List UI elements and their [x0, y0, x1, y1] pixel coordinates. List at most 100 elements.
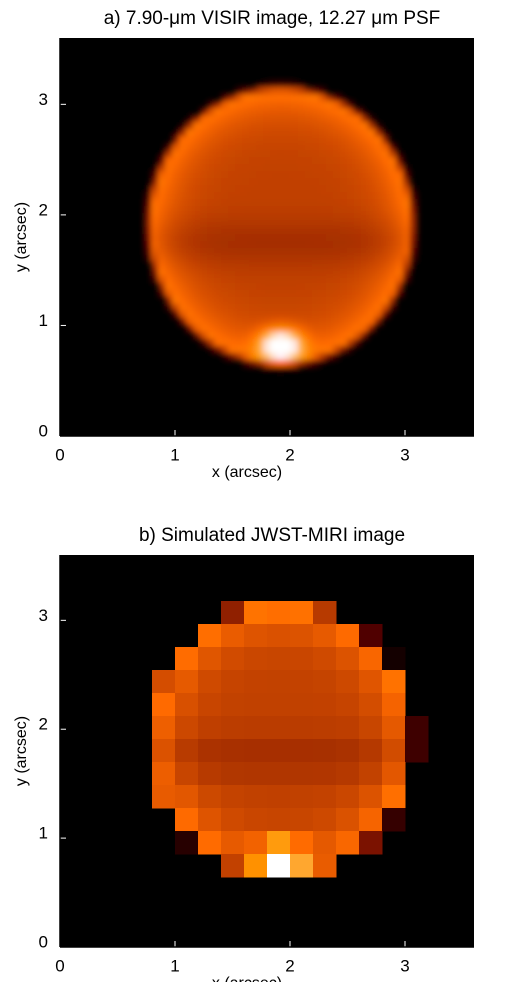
- pixel: [382, 136, 390, 144]
- pixel: [207, 192, 215, 200]
- pixel: [244, 785, 268, 809]
- pixel: [284, 101, 292, 109]
- pixel: [326, 325, 334, 333]
- pixel: [319, 311, 327, 319]
- pixel: [340, 115, 348, 123]
- pixel: [290, 854, 314, 878]
- pixel: [207, 346, 215, 354]
- pixel: [361, 115, 369, 123]
- pixel: [256, 143, 264, 151]
- pixel: [200, 171, 208, 179]
- pixel: [270, 220, 278, 228]
- pixel: [277, 213, 285, 221]
- pixel: [151, 262, 159, 270]
- pixel: [389, 150, 397, 158]
- pixel: [207, 297, 215, 305]
- pixel: [333, 129, 341, 137]
- pixel: [200, 115, 208, 123]
- pixel: [305, 157, 313, 165]
- pixel: [242, 115, 250, 123]
- pixel: [319, 227, 327, 235]
- pixel: [263, 87, 271, 95]
- pixel: [403, 241, 411, 249]
- pixel: [228, 318, 236, 326]
- pixel: [277, 192, 285, 200]
- pixel: [235, 87, 243, 95]
- pixel: [389, 241, 397, 249]
- pixel: [214, 101, 222, 109]
- pixel: [312, 220, 320, 228]
- pixel: [214, 129, 222, 137]
- pixel: [340, 192, 348, 200]
- pixel: [354, 185, 362, 193]
- pixel: [200, 255, 208, 263]
- pixel: [172, 220, 180, 228]
- pixel: [403, 178, 411, 186]
- pixel: [249, 332, 257, 340]
- pixel: [263, 318, 271, 326]
- pixel: [172, 283, 180, 291]
- pixel: [375, 276, 383, 284]
- pixel: [214, 220, 222, 228]
- pixel: [186, 283, 194, 291]
- pixel: [298, 115, 306, 123]
- pixel: [333, 227, 341, 235]
- pixel: [284, 143, 292, 151]
- pixel: [270, 122, 278, 130]
- pixel: [235, 101, 243, 109]
- pixel: [410, 262, 418, 270]
- pixel: [214, 178, 222, 186]
- pixel: [228, 227, 236, 235]
- pixel: [235, 234, 243, 242]
- pixel: [319, 157, 327, 165]
- pixel: [313, 693, 337, 717]
- pixel: [249, 164, 257, 172]
- pixel: [214, 164, 222, 172]
- pixel: [249, 101, 257, 109]
- y-tick-label: 0: [39, 421, 48, 440]
- pixel: [235, 199, 243, 207]
- pixel: [333, 318, 341, 326]
- pixel: [207, 108, 215, 116]
- pixel: [305, 346, 313, 354]
- pixel: [326, 157, 334, 165]
- pixel: [284, 178, 292, 186]
- pixel: [305, 150, 313, 158]
- pixel: [312, 129, 320, 137]
- pixel: [319, 164, 327, 172]
- pixel: [340, 157, 348, 165]
- pixel: [277, 290, 285, 298]
- pixel: [172, 136, 180, 144]
- pixel: [277, 185, 285, 193]
- pixel: [375, 122, 383, 130]
- pixel: [249, 269, 257, 277]
- pixel: [207, 220, 215, 228]
- pixel: [298, 178, 306, 186]
- pixel: [152, 785, 176, 809]
- pixel: [256, 192, 264, 200]
- pixel: [298, 339, 306, 347]
- pixel: [242, 346, 250, 354]
- pixel: [186, 164, 194, 172]
- pixel: [319, 101, 327, 109]
- pixel: [333, 171, 341, 179]
- pixel: [221, 171, 229, 179]
- pixel: [200, 248, 208, 256]
- pixel: [319, 346, 327, 354]
- pixel: [290, 716, 314, 740]
- pixel: [179, 213, 187, 221]
- pixel: [186, 115, 194, 123]
- pixel: [382, 206, 390, 214]
- pixel: [312, 304, 320, 312]
- pixel: [333, 206, 341, 214]
- pixel: [186, 136, 194, 144]
- pixel: [186, 297, 194, 305]
- pixel: [221, 325, 229, 333]
- pixel: [375, 283, 383, 291]
- pixel: [336, 693, 360, 717]
- pixel: [244, 762, 268, 786]
- pixel: [179, 178, 187, 186]
- pixel: [298, 157, 306, 165]
- pixel: [186, 325, 194, 333]
- pixel: [284, 129, 292, 137]
